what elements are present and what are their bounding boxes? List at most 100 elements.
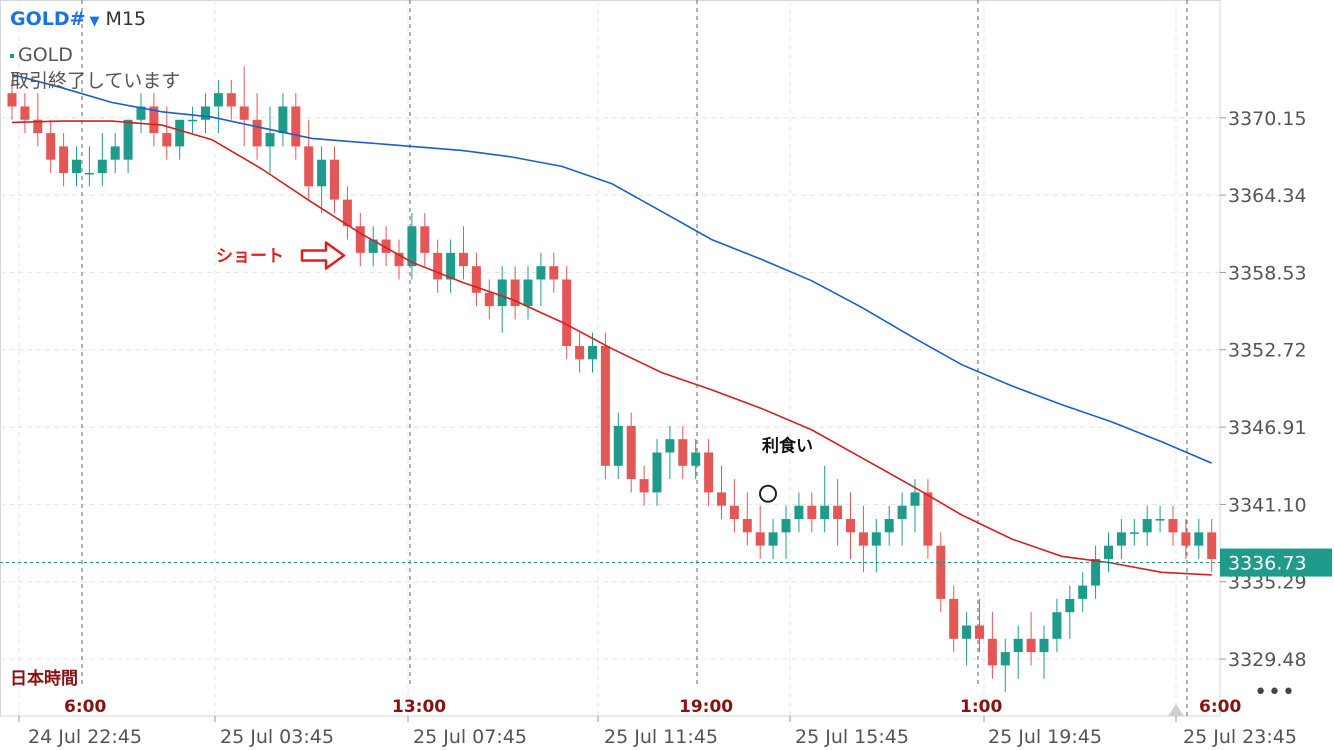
take-profit-annotation-label: 利食い [762, 436, 813, 457]
local-time-label: 日本時間 [10, 669, 78, 689]
right-arrow-icon [300, 241, 346, 270]
x-tick-label: 25 Jul 11:45 [604, 726, 718, 748]
candle-body [497, 279, 507, 307]
candle-body [691, 452, 701, 466]
x-tick-label: 25 Jul 07:45 [413, 726, 527, 748]
candle-body [446, 252, 456, 280]
candle-body [304, 146, 314, 187]
x-tick-label: 25 Jul 19:45 [988, 726, 1102, 748]
candle-body [936, 545, 946, 599]
candle-body [781, 519, 791, 533]
candle-body [1116, 532, 1126, 546]
take-profit-circle-icon [759, 484, 777, 503]
candle-body [72, 159, 81, 174]
candle-body [871, 532, 881, 546]
candle-body [794, 505, 804, 520]
candle-body [330, 159, 339, 200]
candle-body [355, 226, 365, 253]
triangle-down-icon[interactable]: ▼ [89, 14, 100, 29]
timeframe-label[interactable]: M15 [105, 8, 147, 30]
candle-body [562, 279, 572, 347]
candle-body [84, 173, 94, 175]
candle-body [768, 532, 778, 546]
candle-body [407, 226, 417, 267]
candle-body [278, 106, 288, 134]
candle-body [523, 279, 533, 307]
y-tick-label: 3364.34 [1228, 185, 1307, 207]
candle-body [123, 119, 133, 160]
candle-body [201, 106, 210, 120]
blue-moving-average-line [11, 73, 1213, 464]
candle-body [368, 239, 378, 253]
candle-body [975, 625, 984, 639]
x-tick-label: 24 Jul 22:45 [28, 726, 142, 748]
candle-body [46, 133, 56, 160]
candle-body [639, 479, 649, 493]
candle-body [110, 146, 120, 160]
plot-frame [0, 0, 1221, 717]
y-tick-label: 3335.29 [1228, 572, 1307, 594]
candle-body [239, 106, 249, 120]
candle-body [820, 505, 830, 520]
x-tick-label: 25 Jul 23:45 [1183, 726, 1297, 748]
candle-body [1142, 519, 1152, 533]
red-moving-average-line [11, 120, 1212, 576]
candle-body [175, 119, 185, 147]
candle-body [549, 266, 559, 280]
symbol-label[interactable]: GOLD# [10, 8, 86, 30]
candle-body [665, 439, 675, 453]
candle-body [858, 532, 868, 546]
candle-body [136, 106, 146, 120]
local-time-label: 6:00 [64, 697, 106, 717]
scroll-end-icon[interactable] [1168, 704, 1184, 716]
candle-body [149, 106, 159, 134]
candle-body [1065, 598, 1075, 613]
local-time-label: 1:00 [960, 697, 1002, 717]
candle-body [1039, 638, 1049, 653]
candle-body [536, 266, 546, 280]
candle-body [729, 505, 739, 520]
candle-body [484, 292, 494, 307]
candle-body [7, 93, 17, 107]
candle-body [807, 505, 817, 520]
candle-body [1194, 532, 1204, 546]
candle-body [575, 346, 585, 360]
candle-body [613, 425, 623, 466]
y-tick-label: 3352.72 [1228, 340, 1307, 362]
market-status: 取引終了しています [10, 70, 181, 92]
candle-body [459, 252, 468, 267]
candle-body [1091, 558, 1101, 586]
candle-body [846, 519, 855, 533]
y-tick-label: 3341.10 [1228, 494, 1307, 516]
more-horizontal-icon[interactable]: ••• [1254, 680, 1296, 705]
candle-body [962, 625, 972, 639]
candle-body [1078, 585, 1088, 599]
candle-body [20, 106, 30, 120]
candle-body [626, 425, 636, 480]
chart-header[interactable]: GOLD# ▼ M15 [10, 8, 146, 30]
instrument-name: GOLD [18, 44, 73, 66]
candle-body [342, 199, 352, 227]
candle-body [1168, 519, 1178, 533]
candle-body [588, 346, 597, 360]
y-tick-label: 3370.15 [1228, 108, 1307, 130]
candle-body [213, 93, 223, 107]
candle-body [317, 159, 327, 187]
candle-body [1013, 638, 1023, 653]
candle-body [420, 226, 430, 253]
candle-body [162, 133, 172, 147]
current-price-label: 3336.73 [1228, 553, 1307, 575]
x-tick-label: 25 Jul 03:45 [220, 726, 334, 748]
candle-body [381, 239, 391, 253]
candle-body [471, 266, 481, 293]
candle-body [987, 638, 997, 666]
candle-body [265, 133, 275, 147]
candle-body [1052, 612, 1062, 639]
candle-body [1207, 532, 1217, 559]
candle-body [678, 439, 688, 466]
candle-body [1026, 638, 1036, 653]
candle-body [33, 119, 43, 134]
candle-body [97, 159, 107, 174]
candle-body [910, 492, 920, 506]
